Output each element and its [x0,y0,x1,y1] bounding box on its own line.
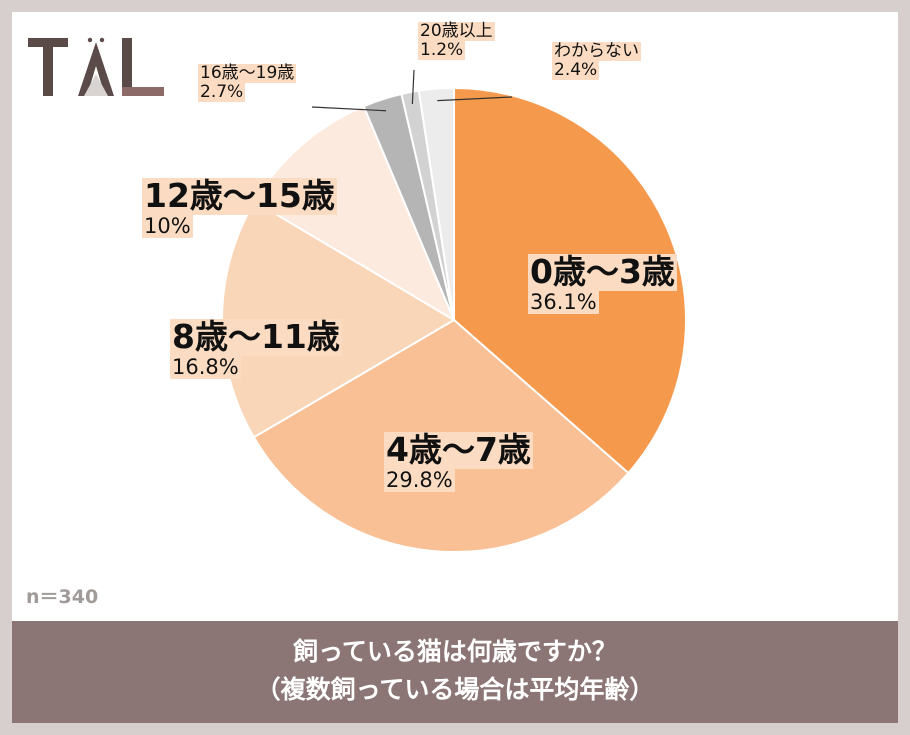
chart-card: 0歳～3歳 36.1% 4歳～7歳 29.8% 8歳～11歳 16.8% 12歳～15歳 10… [12,12,898,723]
slice-label-value: 2.4% [552,60,600,81]
slice-label-5: 20歳以上 1.2% [418,21,495,61]
slice-label-name: 20歳以上 [418,21,495,42]
slice-label-name: 4歳～7歳 [384,430,533,469]
pie-slice-6 [417,86,455,321]
slice-label-6: わからない 2.4% [552,41,641,81]
slice-label-name: 0歳～3歳 [528,252,677,291]
chart-title-line-2: （複数飼っている場合は平均年齢） [255,675,655,704]
slice-label-value: 36.1% [528,289,599,315]
slice-label-1: 4歳～7歳 29.8% [384,430,533,493]
slice-label-2: 8歳～11歳 16.8% [170,317,342,380]
slice-label-value: 16.8% [170,354,241,380]
slice-label-name: 16歳～19歳 [198,63,297,84]
slice-label-4: 16歳～19歳 2.7% [198,63,297,103]
slice-label-name: 8歳～11歳 [170,317,342,356]
slice-label-name: 12歳～15歳 [142,176,337,215]
slice-label-name: わからない [552,41,641,62]
leader-line-5 [411,69,415,105]
leader-line-6 [437,96,513,102]
tal-logo [28,37,164,96]
slice-label-3: 12歳～15歳 10% [142,176,337,239]
slice-label-value: 10% [142,213,193,239]
slice-label-0: 0歳～3歳 36.1% [528,252,677,315]
sample-size-note: n＝340 [26,586,99,608]
chart-title-banner: 飼っている猫は何歳ですか？ （複数飼っている場合は平均年齢） [12,621,898,723]
chart-title-line-1: 飼っている猫は何歳ですか？ [293,637,617,666]
slice-label-value: 29.8% [384,467,455,493]
pie-chart [221,69,687,553]
slice-label-value: 2.7% [198,82,246,103]
leader-line-4 [311,106,387,112]
slice-label-value: 1.2% [418,40,466,61]
